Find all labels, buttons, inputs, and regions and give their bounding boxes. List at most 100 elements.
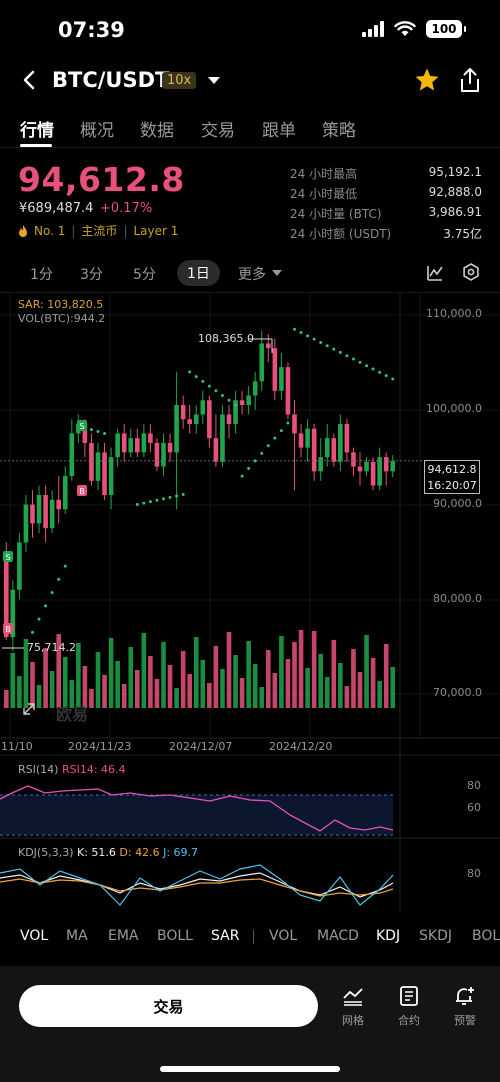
volume-label: VOL(BTC):944.2 (18, 312, 106, 325)
rsi-tick: 60 (467, 801, 481, 814)
trade-marker-label: S (79, 422, 84, 431)
volume-bar (154, 679, 160, 708)
candle-body (10, 589, 16, 638)
sar-dot (378, 370, 382, 374)
volume-bar (239, 678, 245, 708)
pair-title[interactable]: BTC/USDT (52, 68, 170, 92)
low-label: 75,714.2 (27, 641, 76, 654)
indicator-icon[interactable] (426, 264, 444, 282)
x-tick: 2024/12/07 (169, 740, 233, 753)
candle-body (62, 476, 68, 510)
share-icon[interactable] (458, 67, 482, 93)
sar-dot (247, 466, 251, 470)
sar-dot (306, 334, 310, 338)
sar-dot (365, 364, 369, 368)
sar-dot (96, 430, 100, 434)
contract-button[interactable]: 合约 (389, 986, 429, 1028)
tab-strategy[interactable]: 策略 (322, 121, 356, 141)
ind-boll-sub[interactable]: BOL (472, 928, 500, 944)
interval-3m[interactable]: 3分 (80, 267, 103, 283)
chevron-down-icon[interactable] (208, 77, 220, 84)
tab-copy-trading[interactable]: 跟单 (262, 121, 296, 141)
ind-ma[interactable]: MA (66, 928, 88, 944)
coin-tags: No. 1 | 主流币 | Layer 1 (18, 222, 178, 239)
kdj-tick: 80 (467, 867, 481, 880)
candle-body (292, 414, 297, 434)
grid-button[interactable]: 网格 (333, 986, 373, 1028)
alert-button[interactable]: 预警 (445, 986, 485, 1028)
candle-body (226, 414, 232, 424)
kline-chart[interactable]: B S B S SAR: 103,820.5 VOL(BTC):944.2 110,0… (0, 292, 500, 914)
ind-sar[interactable]: SAR (211, 928, 240, 944)
ind-sub-vol[interactable]: VOL (269, 928, 298, 944)
sar-dot (162, 497, 165, 501)
volume-bar (233, 655, 238, 708)
grid-chart-icon (343, 988, 363, 1006)
sar-dot (240, 474, 244, 478)
interval-1d[interactable]: 1日 (177, 260, 220, 286)
candle-body (344, 423, 350, 453)
volume-bar (370, 658, 376, 708)
volume-bar (174, 688, 179, 708)
ind-macd[interactable]: MACD (317, 928, 359, 944)
volume-bar (266, 650, 271, 708)
star-icon[interactable] (414, 67, 440, 93)
interval-1m[interactable]: 1分 (30, 267, 53, 283)
interval-more[interactable]: 更多 (238, 267, 266, 283)
volume-bar (17, 676, 22, 708)
volume-bar (344, 686, 350, 708)
back-icon[interactable] (18, 68, 42, 92)
trade-button[interactable]: 交易 (19, 985, 318, 1027)
sar-dot (266, 444, 270, 448)
sar-dot (338, 350, 342, 354)
sar-dot (214, 389, 218, 393)
sar-dot (293, 327, 296, 331)
tab-data[interactable]: 数据 (140, 121, 174, 141)
volume-bar (318, 654, 323, 708)
home-indicator (160, 1066, 340, 1072)
trade-marker-label: B (79, 487, 85, 496)
flame-icon (19, 224, 27, 237)
sar-dot (207, 384, 211, 388)
volume-bar (338, 663, 343, 708)
sar-dot (44, 604, 48, 608)
sar-dot (332, 347, 336, 351)
sar-label: SAR: 103,820.5 (18, 298, 104, 311)
ind-boll[interactable]: BOLL (157, 928, 193, 944)
trade-marker (3, 623, 13, 634)
sar-dot (155, 498, 159, 502)
category-tag[interactable]: 主流币 (81, 224, 118, 238)
x-tick: 11/10 (1, 740, 33, 753)
volume-bar (331, 640, 337, 708)
ind-kdj[interactable]: KDJ (376, 928, 401, 944)
volume-bar (200, 660, 206, 708)
chevron-down-icon[interactable] (272, 270, 282, 276)
candle-body (246, 395, 251, 406)
y-tick: 110,000.0 (426, 307, 482, 320)
y-tick: 100,000.0 (426, 402, 482, 415)
volume-bar (95, 652, 101, 708)
layer-tag[interactable]: Layer 1 (133, 223, 179, 238)
candle-body (383, 457, 389, 472)
candle-body (167, 442, 173, 453)
tab-market[interactable]: 行情 (20, 121, 54, 141)
volume-bar (364, 635, 369, 708)
ind-skdj[interactable]: SKDJ (419, 928, 452, 944)
volume-bar (272, 673, 278, 708)
sar-dot (299, 331, 303, 335)
volume-bar (115, 661, 120, 708)
tab-trade[interactable]: 交易 (201, 121, 235, 141)
sar-dot (168, 495, 172, 499)
settings-icon[interactable] (462, 263, 480, 281)
volume-bar (357, 672, 363, 708)
rank-tag[interactable]: No. 1 (34, 223, 66, 238)
interval-5m[interactable]: 5分 (133, 267, 156, 283)
volume-bar (220, 669, 225, 708)
candle-body (239, 400, 245, 406)
ind-ema[interactable]: EMA (108, 928, 139, 944)
volume-bar (292, 642, 297, 708)
sar-dot (148, 500, 152, 504)
tab-overview[interactable]: 概况 (80, 121, 114, 141)
candle-body (128, 438, 134, 453)
ind-vol[interactable]: VOL (20, 928, 49, 944)
